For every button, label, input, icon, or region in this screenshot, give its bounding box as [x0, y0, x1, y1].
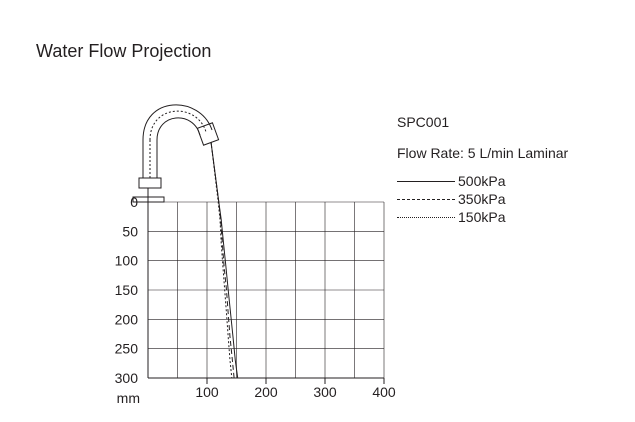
legend-item-150kpa: 150kPa — [397, 208, 505, 226]
tap-base-collar — [138, 177, 162, 189]
model-number: SPC001 — [397, 114, 450, 130]
y-tick-label: 50 — [122, 223, 138, 239]
y-tick-label: 300 — [115, 370, 139, 386]
legend-swatch-dashed — [397, 198, 455, 200]
y-tick-label: 250 — [115, 341, 139, 357]
legend: 500kPa 350kPa 150kPa — [397, 172, 505, 226]
series-line-500kpa — [210, 141, 239, 379]
legend-label: 500kPa — [458, 173, 506, 189]
x-tick-label: 400 — [372, 384, 396, 400]
tap-icon — [132, 104, 220, 216]
legend-swatch-solid — [397, 180, 455, 182]
flow-rate-label: Flow Rate: 5 L/min Laminar — [397, 145, 569, 161]
legend-item-500kpa: 500kPa — [397, 172, 505, 190]
tap-spout-centerline — [149, 110, 207, 141]
y-tick-label: 100 — [115, 253, 139, 269]
grid — [147, 201, 385, 384]
series-line-350kpa — [210, 141, 235, 379]
x-tick-label: 100 — [195, 384, 219, 400]
y-tick-label: 0 — [130, 194, 138, 210]
tick-labels: 0 50 100 150 200 250 300 100 200 300 400 mm — [115, 194, 396, 406]
x-tick-label: 300 — [313, 384, 337, 400]
legend-label: 150kPa — [458, 209, 506, 225]
legend-swatch-dotted — [397, 216, 455, 218]
y-tick-label: 200 — [115, 311, 139, 327]
legend-item-350kpa: 350kPa — [397, 190, 505, 208]
series-line-150kpa — [210, 141, 233, 379]
tap-aerator — [196, 122, 220, 146]
y-unit-label: mm — [117, 390, 140, 406]
legend-label: 350kPa — [458, 191, 506, 207]
chart-title: Water Flow Projection — [36, 41, 212, 61]
y-tick-label: 150 — [115, 282, 139, 298]
series-layer — [210, 141, 239, 379]
x-tick-label: 200 — [254, 384, 278, 400]
tap-spout-inner — [156, 117, 201, 141]
tap-spout-outer — [142, 104, 213, 141]
